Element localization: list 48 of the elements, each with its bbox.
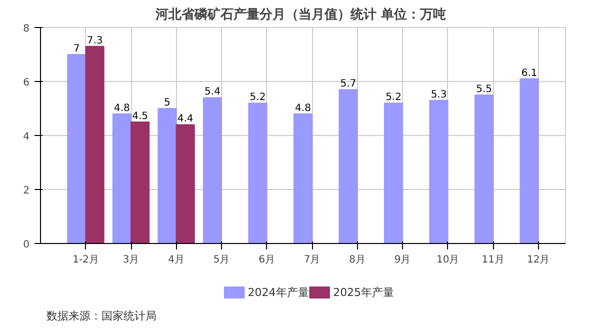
- bar: [384, 102, 404, 244]
- data-label: 5.2: [386, 92, 402, 104]
- x-tick-label: 5月: [213, 254, 230, 266]
- source-note: 数据来源：国家统计局: [46, 310, 156, 322]
- data-label: 4.4: [177, 114, 194, 125]
- bar: [474, 94, 494, 244]
- x-tick-label: 9月: [394, 254, 411, 266]
- bar: [85, 46, 104, 244]
- x-tick-label: 3月: [122, 254, 140, 266]
- x-tick-label: 11月: [482, 254, 504, 266]
- data-label: 5.5: [476, 84, 492, 95]
- bar: [130, 122, 150, 244]
- y-tick-label: 2: [23, 186, 30, 196]
- x-tick-label: 10月: [436, 254, 460, 266]
- legend-label: 2024年产量: [248, 286, 309, 299]
- data-label: 5.2: [250, 92, 266, 104]
- data-label: 7: [74, 44, 80, 54]
- bar: [202, 97, 222, 244]
- y-tick-label: 4: [23, 132, 30, 142]
- data-label: 5.3: [430, 89, 447, 100]
- x-tick-label: 7月: [304, 254, 320, 266]
- bar: [248, 102, 268, 244]
- y-tick-label: 0: [23, 240, 30, 250]
- bar: [520, 78, 539, 244]
- bar: [112, 113, 132, 244]
- y-tick-label: 8: [23, 24, 30, 34]
- x-tick-label: 6月: [258, 254, 275, 266]
- data-label: 4.8: [295, 102, 311, 114]
- bar: [67, 54, 86, 244]
- legend-label: 2025年产量: [333, 286, 394, 299]
- x-tick-label: 4月: [168, 254, 184, 266]
- y-tick-label: 6: [23, 78, 30, 88]
- bar: [429, 100, 448, 244]
- data-label: 5: [164, 98, 170, 108]
- x-tick-label: 12月: [526, 254, 550, 266]
- data-label: 5.7: [340, 78, 356, 90]
- data-label: 4.8: [114, 102, 130, 114]
- data-label: 7.3: [86, 35, 103, 46]
- bar: [158, 108, 177, 244]
- x-tick-label: 8月: [349, 254, 366, 266]
- x-tick-label: 1-2月: [72, 254, 99, 266]
- data-label: 4.5: [132, 111, 148, 122]
- data-label: 6.1: [521, 68, 538, 79]
- bar: [293, 113, 313, 244]
- data-label: 5.4: [204, 86, 220, 98]
- bar: [176, 124, 195, 244]
- bar: [338, 89, 358, 244]
- chart-title: 河北省磷矿石产量分月（当月值）统计 单位：万吨: [154, 6, 446, 22]
